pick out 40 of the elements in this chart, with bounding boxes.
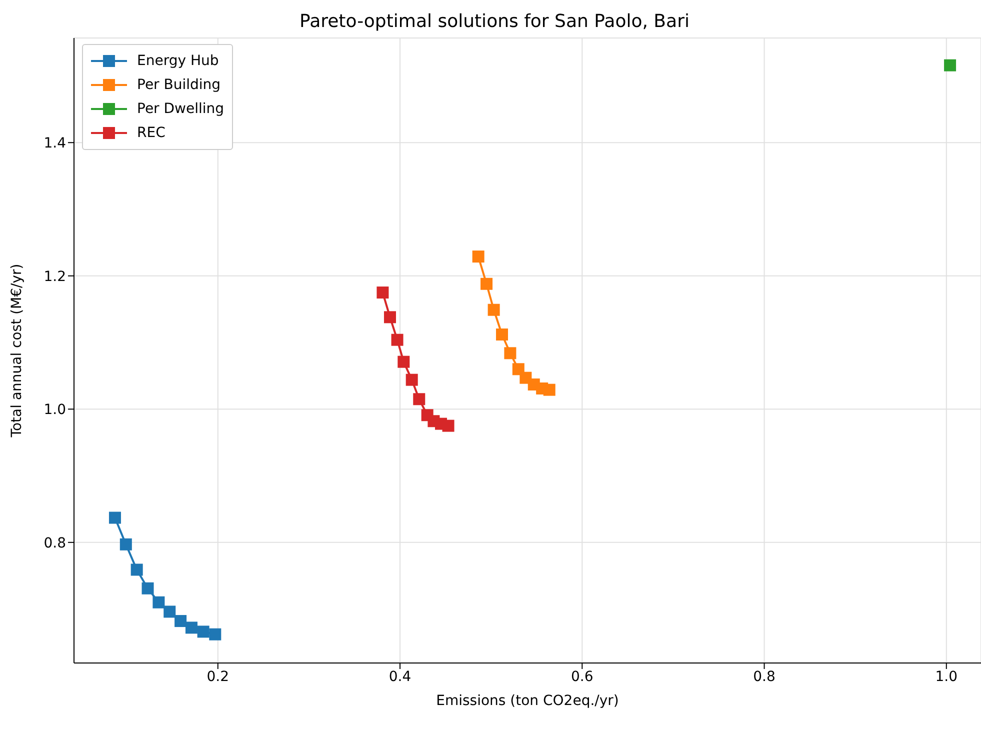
point: [108, 512, 121, 524]
x-axis-title: Emissions (ton CO2eq./yr): [436, 693, 619, 709]
point: [472, 250, 484, 263]
point: [391, 334, 404, 346]
y-axis-title: Total annual cost (M€/yr): [8, 264, 25, 438]
y-tick-label: 0.8: [44, 535, 66, 552]
x-tick-label: 0.4: [388, 668, 412, 685]
legend-label: Per Building: [137, 77, 221, 93]
y-tick-label: 1.2: [44, 268, 66, 285]
x-tick-label: 0.6: [571, 668, 594, 685]
y-tick-label: 1.4: [44, 136, 66, 152]
y-tick-label: 1.0: [44, 402, 66, 418]
point: [164, 606, 176, 618]
point: [496, 328, 508, 341]
point: [413, 393, 426, 406]
point: [944, 59, 956, 72]
point: [130, 564, 143, 576]
chart-title: Pareto-optimal solutions for San Paolo, Bari: [298, 10, 690, 34]
point: [174, 615, 187, 628]
point: [376, 286, 389, 299]
point: [488, 304, 500, 316]
legend-label: Energy Hub: [137, 53, 219, 69]
point: [142, 582, 154, 594]
point: [504, 347, 516, 360]
legend-label: REC: [137, 125, 166, 141]
legend-label: Per Dwelling: [137, 101, 224, 117]
point: [197, 626, 210, 638]
x-tick-label: 0.8: [753, 668, 776, 685]
point: [185, 622, 198, 634]
point: [406, 374, 418, 386]
point: [480, 278, 493, 290]
point: [120, 538, 132, 550]
x-tick-label: 0.2: [206, 668, 230, 685]
point: [152, 596, 165, 608]
point: [543, 384, 556, 396]
x-tick-label: 1.0: [935, 668, 958, 685]
point: [442, 420, 454, 432]
point: [398, 356, 410, 368]
point: [384, 311, 396, 324]
point: [209, 628, 222, 640]
